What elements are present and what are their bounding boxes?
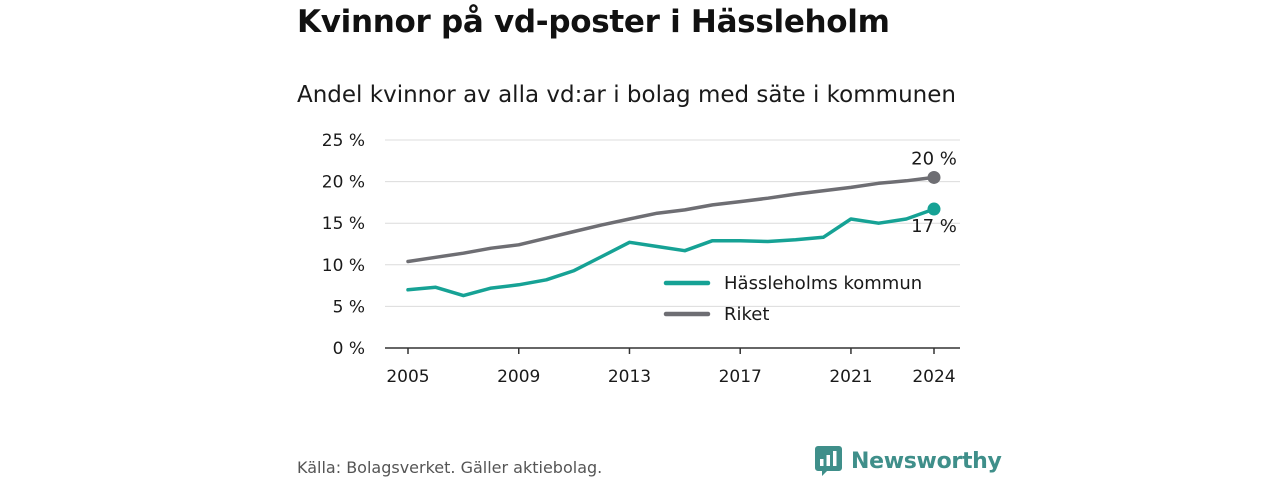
newsworthy-logo-icon [815, 446, 842, 476]
y-tick-label: 15 % [322, 214, 365, 234]
grid-layer [385, 139, 960, 307]
series-layer: 20 % 17 % [406, 148, 957, 298]
chart-title: Kvinnor på vd-poster i Hässleholm [297, 4, 890, 40]
brand-name: Newsworthy [851, 448, 1002, 474]
y-tick-label: 5 % [333, 297, 365, 317]
x-tick-label: 2013 [608, 367, 651, 387]
axis-layer: 0 % 5 % 10 % 15 % 20 % 25 % 2005 2009 2013 2017 20… [322, 131, 960, 387]
y-tick-label: 10 % [322, 256, 365, 276]
legend: Hässleholms kommun Riket [663, 273, 922, 325]
series-line [406, 175, 936, 264]
legend-label: Hässleholms kommun [724, 273, 922, 294]
x-tick-label: 2009 [497, 367, 540, 387]
y-tick-label: 25 % [322, 131, 365, 151]
x-tick-label: 2021 [829, 367, 872, 387]
series-line [406, 207, 936, 298]
end-label: 20 % [911, 148, 957, 169]
end-label: 17 % [911, 216, 957, 237]
x-tick-label: 2005 [386, 367, 429, 387]
y-tick-label: 20 % [322, 173, 365, 193]
series-end-point [927, 202, 941, 216]
series-end-point [927, 170, 941, 184]
line-chart: 0 % 5 % 10 % 15 % 20 % 25 % 2005 2009 2013 2017 20… [322, 131, 960, 387]
legend-label: Riket [724, 304, 769, 325]
source-note: Källa: Bolagsverket. Gäller aktiebolag. [297, 458, 603, 477]
chart-subtitle: Andel kvinnor av alla vd:ar i bolag med … [297, 82, 956, 108]
y-tick-label: 0 % [333, 339, 365, 359]
x-tick-label: 2017 [719, 367, 762, 387]
brand-logo[interactable]: Newsworthy [815, 446, 1002, 476]
x-tick-label: 2024 [912, 367, 955, 387]
